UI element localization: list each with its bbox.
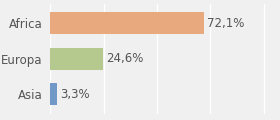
Text: 72,1%: 72,1% [207,17,245,30]
Bar [50,83,57,105]
Text: 24,6%: 24,6% [106,52,143,65]
Bar [50,12,204,34]
Bar [50,48,103,70]
Text: 3,3%: 3,3% [61,88,90,101]
